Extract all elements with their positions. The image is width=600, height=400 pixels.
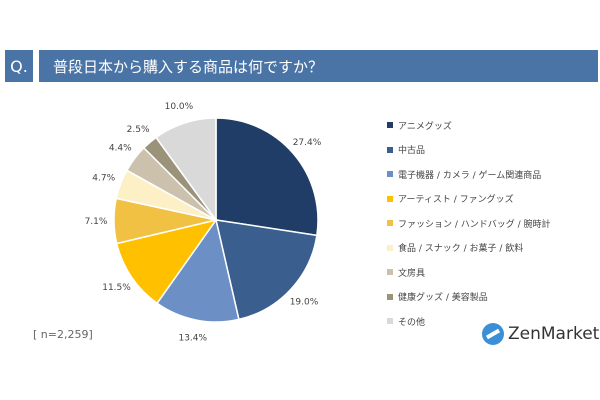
legend-label: 電子機器 / カメラ / ゲーム関連商品 bbox=[398, 170, 542, 181]
data-label: 4.4% bbox=[109, 144, 132, 154]
zenmarket-logo: ZenMarket bbox=[482, 323, 599, 345]
data-label: 2.5% bbox=[127, 125, 150, 135]
pie-slice bbox=[156, 218, 240, 323]
pie-slice bbox=[215, 117, 319, 237]
legend-label: アーティスト / ファングッズ bbox=[398, 195, 514, 206]
legend-item: アーティスト / ファングッズ bbox=[387, 187, 551, 212]
legend-item: 文房具 bbox=[387, 260, 551, 285]
data-label: 10.0% bbox=[165, 102, 194, 112]
legend-swatch bbox=[387, 171, 393, 178]
legend: アニメグッズ 中古品電子機器 / カメラ / ゲーム関連商品 アーティスト / ファ… bbox=[387, 113, 551, 334]
legend-label: 健康グッズ / 美容製品 bbox=[398, 293, 488, 304]
sample-size: [ n=2,259] bbox=[33, 328, 93, 341]
legend-item: ファッション / ハンドバッグ / 腕時計 bbox=[387, 211, 551, 236]
question-marker: Q. bbox=[5, 50, 33, 82]
legend-item: 食品 / スナック / お菓子 / 飲料 bbox=[387, 236, 551, 261]
legend-swatch bbox=[387, 269, 393, 276]
legend-label: その他 bbox=[398, 317, 426, 328]
legend-label: 食品 / スナック / お菓子 / 飲料 bbox=[398, 244, 524, 255]
data-label: 19.0% bbox=[290, 298, 319, 308]
data-label: 7.1% bbox=[85, 217, 108, 227]
page-title: 普段日本から購入する商品は何ですか？ bbox=[39, 50, 598, 82]
legend-swatch bbox=[387, 195, 393, 202]
legend-item: 電子機器 / カメラ / ゲーム関連商品 bbox=[387, 162, 551, 187]
pie-slice bbox=[115, 218, 218, 305]
data-label: 27.4% bbox=[293, 138, 322, 148]
legend-label: 中古品 bbox=[398, 146, 426, 157]
legend-swatch bbox=[387, 318, 393, 325]
legend-swatch bbox=[387, 146, 393, 153]
legend-swatch bbox=[387, 244, 393, 251]
logo-icon bbox=[482, 323, 504, 345]
legend-swatch bbox=[387, 293, 393, 300]
data-label: 4.7% bbox=[92, 174, 115, 184]
legend-label: 文房具 bbox=[398, 268, 426, 279]
data-label: 13.4% bbox=[178, 334, 207, 344]
legend-item: 中古品 bbox=[387, 138, 551, 163]
pie-slice bbox=[154, 117, 217, 223]
legend-item: その他 bbox=[387, 309, 551, 334]
legend-swatch bbox=[387, 220, 393, 227]
legend-label: アニメグッズ bbox=[398, 121, 452, 132]
pie-slice bbox=[215, 219, 318, 321]
legend-swatch bbox=[387, 122, 393, 129]
legend-item: 健康グッズ / 美容製品 bbox=[387, 285, 551, 310]
legend-label: ファッション / ハンドバッグ / 腕時計 bbox=[398, 219, 551, 230]
legend-item: アニメグッズ bbox=[387, 113, 551, 138]
logo-text: ZenMarket bbox=[508, 324, 600, 344]
data-label: 11.5% bbox=[102, 283, 131, 293]
